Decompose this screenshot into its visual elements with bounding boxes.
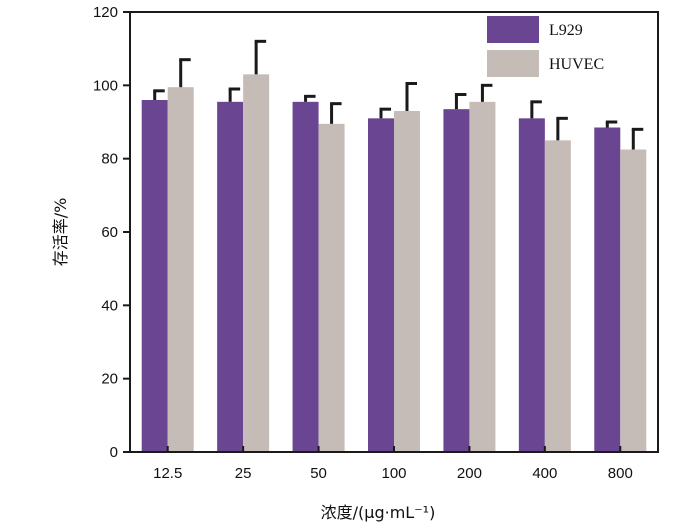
x-tick-label-200: 200 <box>457 465 482 482</box>
legend-swatch-huvec <box>487 50 539 77</box>
x-tick-label-25: 25 <box>235 465 252 482</box>
legend-label-l929: L929 <box>549 22 583 39</box>
y-tick-label-0: 0 <box>110 444 118 461</box>
bar-huvec-0 <box>167 87 194 453</box>
legend-swatch-l929 <box>487 16 539 43</box>
y-tick-label-120: 120 <box>93 4 118 21</box>
bar-l929-2 <box>292 101 319 452</box>
bar-l929-3 <box>368 118 394 452</box>
y-tick-label-20: 20 <box>101 371 118 388</box>
y-axis-title: 存活率/% <box>51 198 70 267</box>
bar-huvec-5 <box>544 140 571 453</box>
x-tick-label-12.5: 12.5 <box>153 465 182 482</box>
x-tick-label-800: 800 <box>608 465 633 482</box>
x-tick-label-400: 400 <box>532 465 557 482</box>
y-tick-label-100: 100 <box>93 77 118 94</box>
bar-huvec-3 <box>394 111 420 452</box>
x-tick-label-50: 50 <box>310 465 327 482</box>
bar-huvec-6 <box>620 149 647 452</box>
y-tick-label-60: 60 <box>101 224 118 241</box>
bar-huvec-1 <box>243 74 270 452</box>
bar-l929-5 <box>518 118 545 452</box>
bar-l929-6 <box>594 127 621 452</box>
bar-l929-4 <box>443 109 470 453</box>
x-axis-title: 浓度/(μg·mL⁻¹) <box>321 503 436 522</box>
bar-l929-1 <box>217 101 244 452</box>
bar-huvec-2 <box>318 123 345 452</box>
x-tick-label-100: 100 <box>381 465 406 482</box>
y-tick-label-80: 80 <box>101 151 118 168</box>
y-tick-label-40: 40 <box>101 297 118 314</box>
legend-label-huvec: HUVEC <box>549 56 604 73</box>
bar-huvec-4 <box>469 101 496 452</box>
bar-l929-0 <box>141 100 168 452</box>
